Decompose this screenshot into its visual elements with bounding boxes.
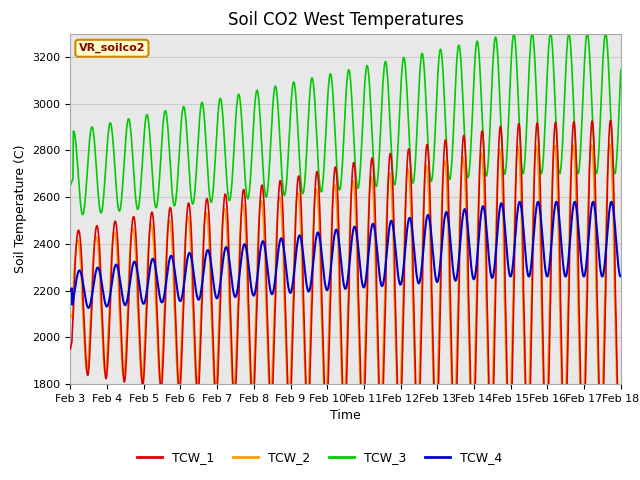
TCW_1	[607, 118, 614, 123]
TCW_2	[109, 235, 117, 240]
TCW_4	[84, 305, 92, 311]
Line: TCW_2: TCW_2	[70, 144, 621, 436]
Line: TCW_1: TCW_1	[70, 120, 621, 451]
TCW_2	[321, 405, 329, 410]
TCW_3	[322, 134, 330, 140]
TCW_2	[300, 339, 308, 345]
TCW_3	[510, 31, 518, 36]
TCW_3	[79, 212, 86, 217]
TCW_1	[109, 234, 117, 240]
TCW_4	[617, 274, 625, 279]
TCW_3	[67, 182, 74, 188]
Title: Soil CO2 West Temperatures: Soil CO2 West Temperatures	[228, 11, 463, 29]
X-axis label: Time: Time	[330, 409, 361, 422]
Line: TCW_3: TCW_3	[70, 34, 621, 215]
TCW_4	[380, 276, 388, 282]
TCW_3	[300, 184, 308, 190]
TCW_1	[617, 430, 625, 436]
TCW_1	[132, 225, 140, 231]
TCW_4	[322, 284, 330, 289]
TCW_4	[109, 270, 117, 276]
TCW_4	[300, 262, 308, 268]
TCW_2	[505, 433, 513, 439]
TCW_1	[300, 310, 308, 315]
TCW_3	[109, 143, 117, 148]
Text: VR_soilco2: VR_soilco2	[79, 43, 145, 53]
TCW_4	[67, 288, 74, 293]
TCW_2	[312, 189, 319, 194]
TCW_3	[380, 66, 388, 72]
Line: TCW_4: TCW_4	[70, 202, 621, 308]
TCW_1	[321, 407, 329, 412]
TCW_2	[132, 248, 140, 253]
TCW_1	[506, 448, 513, 454]
TCW_2	[380, 334, 387, 339]
TCW_3	[617, 67, 625, 73]
TCW_2	[606, 141, 614, 147]
TCW_1	[67, 346, 74, 352]
Y-axis label: Soil Temperature (C): Soil Temperature (C)	[14, 144, 27, 273]
TCW_2	[67, 311, 74, 317]
TCW_3	[312, 113, 319, 119]
Legend: TCW_1, TCW_2, TCW_3, TCW_4: TCW_1, TCW_2, TCW_3, TCW_4	[132, 446, 508, 469]
TCW_3	[132, 196, 140, 202]
TCW_4	[132, 261, 140, 266]
TCW_1	[380, 372, 387, 378]
TCW_4	[516, 199, 524, 204]
TCW_2	[617, 391, 625, 396]
TCW_4	[312, 238, 319, 243]
TCW_1	[312, 183, 319, 189]
